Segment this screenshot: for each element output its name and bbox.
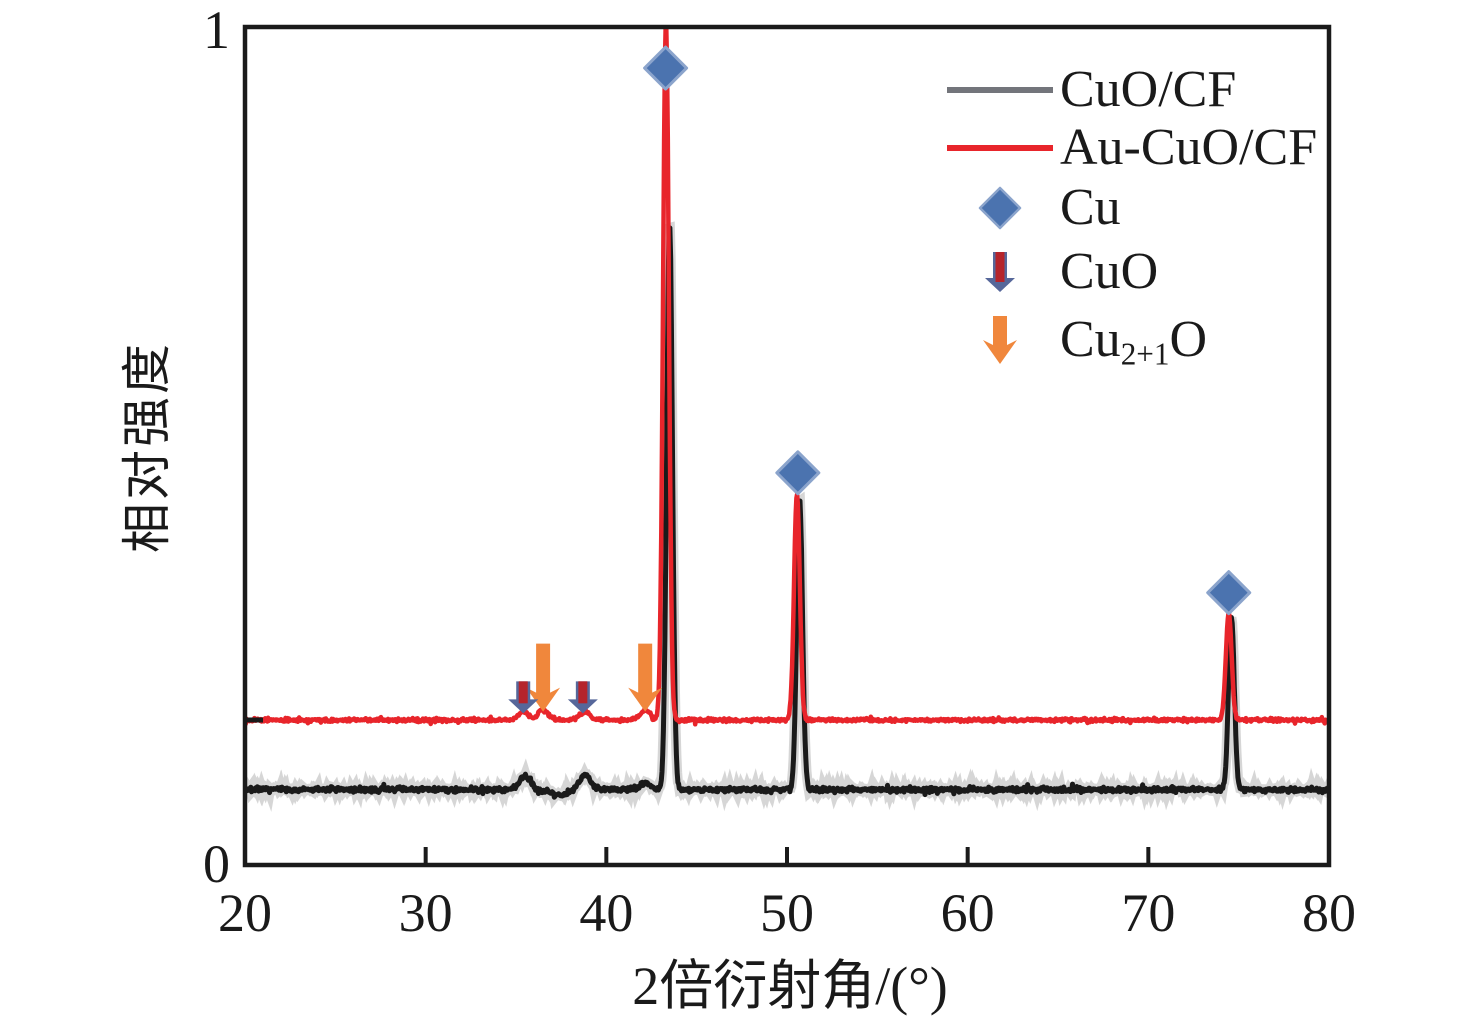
cuo-arrow-stripe bbox=[518, 681, 528, 704]
cu-diamond-marker bbox=[775, 450, 821, 496]
x-tick-label-40: 40 bbox=[579, 883, 634, 943]
legend-item-cu2o: Cu2+1O bbox=[940, 309, 1207, 371]
orange-down-arrow-icon bbox=[940, 314, 1060, 366]
cu2o-arrow-marker bbox=[628, 643, 663, 712]
legend-label-cu2o: Cu2+1O bbox=[1060, 309, 1207, 371]
legend-item-au-cuo-cf: Au-CuO/CF bbox=[940, 117, 1317, 179]
cu2o-label-post: O bbox=[1169, 311, 1208, 368]
legend-label-cuo: CuO bbox=[1060, 243, 1159, 300]
legend-item-cuo: CuO bbox=[940, 241, 1158, 303]
legend-label-cuo-cf: CuO/CF bbox=[1060, 61, 1237, 118]
cu2o-label-sub: 2+1 bbox=[1120, 336, 1170, 372]
legend-label-au-cuo-cf: Au-CuO/CF bbox=[1060, 119, 1318, 176]
blue-diamond-shape bbox=[978, 186, 1022, 230]
x-axis-title: 2倍衍射角/(°) bbox=[632, 956, 948, 1016]
short-arrow-stripe bbox=[995, 252, 1005, 282]
x-tick-label-20: 20 bbox=[218, 883, 272, 943]
cu2o-arrow-marker bbox=[526, 643, 561, 712]
legend-label-cu: Cu bbox=[1060, 179, 1121, 236]
legend-item-cu: Cu bbox=[940, 177, 1121, 239]
cu2o-label-pre: Cu bbox=[1060, 311, 1121, 368]
x-tick-label-50: 50 bbox=[760, 883, 814, 943]
y-tick-label-1: 1 bbox=[203, 0, 230, 60]
cuo-arrow-stripe bbox=[578, 681, 588, 704]
curve-cuo-cf bbox=[245, 225, 1329, 800]
cu-diamond-marker bbox=[1206, 570, 1252, 616]
orange-arrow-body bbox=[983, 316, 1017, 364]
legend-item-cuo-cf: CuO/CF bbox=[940, 59, 1236, 121]
red-line-swatch-icon bbox=[940, 142, 1060, 154]
curve-au-cuo-cf bbox=[245, 27, 1329, 727]
plot-border bbox=[242, 24, 1332, 868]
cu-diamond-marker bbox=[643, 45, 689, 91]
x-tick-label-80: 80 bbox=[1302, 883, 1356, 943]
blue-diamond-icon bbox=[940, 185, 1060, 231]
y-tick-label-0: 0 bbox=[203, 834, 230, 894]
y-axis-title: 相对强度 bbox=[119, 341, 175, 553]
x-tick-label-60: 60 bbox=[940, 883, 995, 943]
x-tick-label-70: 70 bbox=[1121, 883, 1176, 943]
gray-line-swatch-icon bbox=[940, 84, 1060, 96]
x-tick-label-30: 30 bbox=[398, 883, 453, 943]
short-down-arrow-icon bbox=[940, 250, 1060, 294]
